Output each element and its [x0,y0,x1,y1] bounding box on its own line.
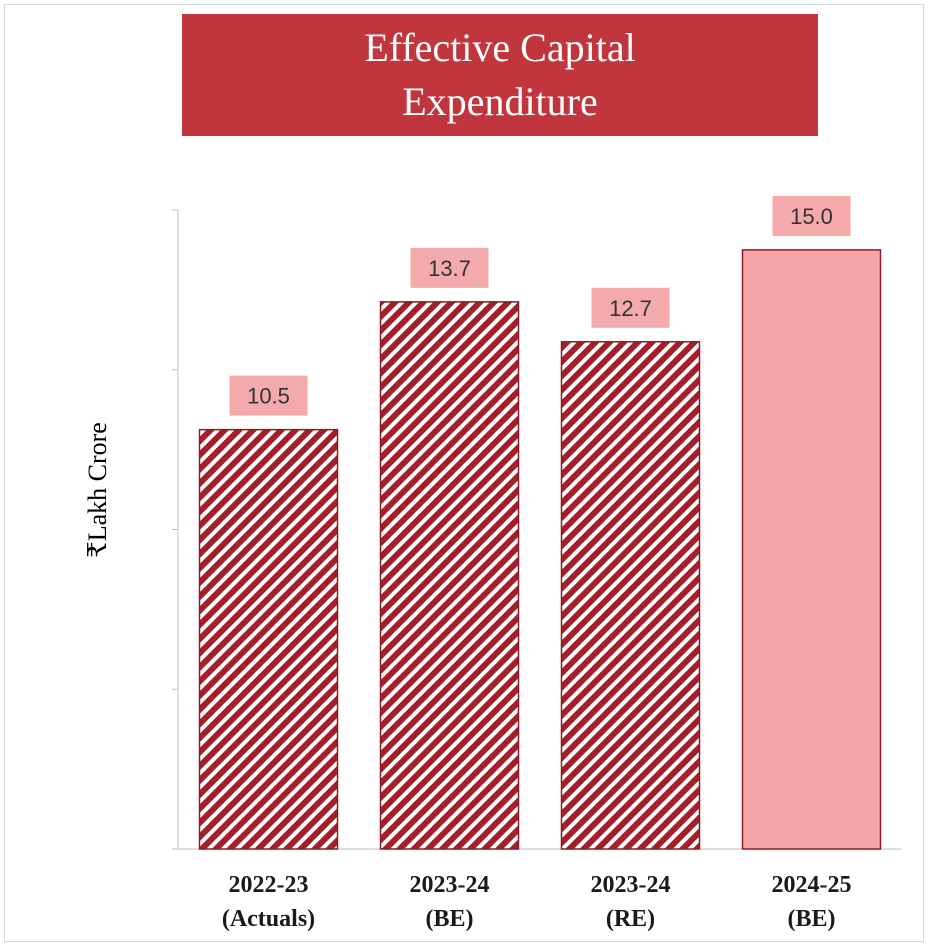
chart-frame [4,4,924,942]
bar-2 [560,341,701,850]
category-label-0-1: (Actuals) [222,906,315,932]
bar-1 [379,301,520,850]
category-labels: 2022-23 (Actuals) 2023-24 (BE) 2023-24 (RE) 20… [222,872,852,932]
category-label-3-0: 2024-25 [772,872,852,898]
value-label-bg-3 [772,195,851,236]
value-label-3: 15.0 [790,204,833,229]
value-label-bg-0 [229,375,308,416]
value-label-bg-2 [591,287,670,328]
category-label-1-0: 2023-24 [410,872,490,898]
value-label-1: 13.7 [428,256,471,281]
category-label-2-0: 2023-24 [591,872,671,898]
bars [198,249,882,850]
value-labels: 10.5 13.7 12.7 15.0 [229,195,851,416]
category-label-2-1: (RE) [606,906,655,932]
category-label-0-0: 2022-23 [229,872,309,898]
category-label-1-1: (BE) [426,906,474,932]
value-label-0: 10.5 [247,384,290,409]
value-label-2: 12.7 [609,296,652,321]
bar-3 [741,249,882,850]
value-label-bg-1 [410,247,489,288]
bar-0 [198,428,339,850]
chart-title: Effective Capital Expenditure [364,25,636,124]
category-label-3-1: (BE) [788,906,836,932]
chart-title-box: Effective Capital Expenditure [182,14,818,136]
